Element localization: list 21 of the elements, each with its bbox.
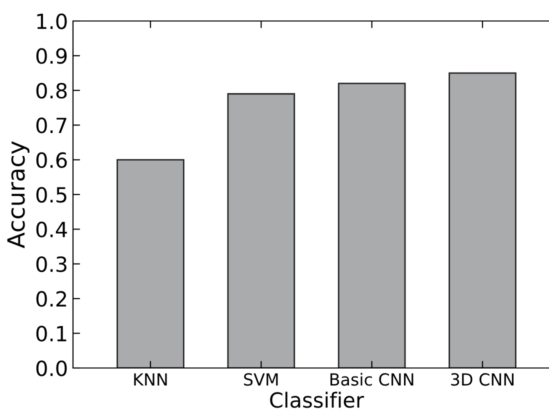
x-axis-title: Classifier bbox=[270, 392, 364, 408]
y-tick-label: 0.2 bbox=[36, 291, 66, 307]
y-tick-label: 0.5 bbox=[36, 186, 66, 203]
bar bbox=[116, 159, 184, 368]
bar bbox=[448, 72, 516, 368]
x-tick-label: SVM bbox=[244, 373, 278, 386]
y-axis-title: Accuracy bbox=[7, 141, 30, 248]
y-tick-label: 0.9 bbox=[36, 48, 67, 64]
x-tick-label: Basic CNN bbox=[330, 372, 414, 386]
y-tick-label: 1.0 bbox=[37, 13, 67, 30]
x-tick-label: KNN bbox=[134, 373, 167, 386]
bar bbox=[227, 93, 296, 368]
y-tick-label: 0.8 bbox=[36, 82, 67, 99]
y-tick-label: 0.7 bbox=[36, 118, 66, 134]
y-tick-label: 0.3 bbox=[36, 256, 66, 272]
y-tick-label: 0.4 bbox=[36, 222, 67, 238]
bar bbox=[338, 82, 406, 368]
x-tick-label: 3D CNN bbox=[451, 373, 514, 386]
y-tick-label: 0.6 bbox=[36, 152, 67, 168]
y-tick-label: 0.1 bbox=[36, 326, 66, 342]
y-tick-label: 0.0 bbox=[36, 360, 67, 376]
